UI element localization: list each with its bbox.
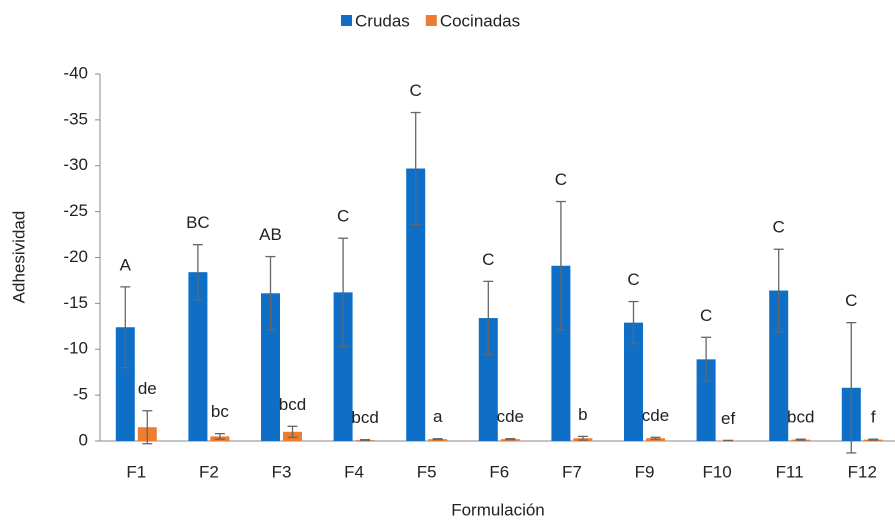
group-letter: bcd [351, 408, 378, 427]
x-tick-label: F10 [702, 462, 731, 481]
x-tick-label: F9 [635, 462, 655, 481]
group-letter: bcd [787, 408, 814, 427]
group-letter: C [773, 218, 785, 237]
legend-swatch [425, 15, 437, 26]
group-letter: AB [259, 225, 282, 244]
x-tick-label: F5 [417, 462, 437, 481]
group-letter: de [138, 379, 157, 398]
bar [406, 168, 426, 441]
x-tick-label: F1 [126, 462, 146, 481]
legend-label: Cocinadas [440, 11, 520, 30]
x-tick-label: F7 [562, 462, 582, 481]
group-letter: A [120, 255, 132, 274]
x-tick-label: F4 [344, 462, 364, 481]
x-tick-label: F3 [272, 462, 292, 481]
y-axis-title: Adhesividad [9, 211, 28, 304]
legend-label: Crudas [355, 11, 410, 30]
bar [769, 290, 789, 441]
group-letter: cde [642, 406, 669, 425]
group-letter: BC [186, 213, 210, 232]
bar [188, 272, 208, 441]
group-letter: C [627, 270, 639, 289]
y-tick-label: -35 [63, 109, 88, 128]
group-letter: C [482, 250, 494, 269]
x-tick-label: F6 [489, 462, 509, 481]
group-letter: C [555, 170, 567, 189]
x-tick-label: F12 [848, 462, 877, 481]
group-letter: a [433, 407, 443, 426]
y-tick-label: -25 [63, 201, 88, 220]
group-letter: bcd [279, 395, 306, 414]
group-letter: f [871, 408, 876, 427]
y-tick-label: -40 [63, 63, 88, 82]
y-tick-label: -20 [63, 247, 88, 266]
bar [624, 322, 643, 441]
bar [115, 327, 135, 441]
group-letter: C [700, 306, 712, 325]
y-tick-label: -10 [63, 339, 88, 358]
group-letter: bc [211, 402, 229, 421]
y-tick-label: 0 [79, 430, 88, 449]
group-letter: b [578, 405, 587, 424]
y-tick-label: -30 [63, 155, 88, 174]
x-tick-label: F2 [199, 462, 219, 481]
bar [333, 292, 353, 441]
group-letter: C [337, 207, 349, 226]
y-tick-label: -15 [63, 293, 88, 312]
bar [696, 359, 716, 441]
group-letter: ef [721, 409, 735, 428]
y-tick-label: -5 [73, 385, 88, 404]
bar [478, 318, 498, 441]
group-letter: C [845, 291, 857, 310]
bar [551, 265, 571, 441]
group-letter: C [410, 81, 422, 100]
group-letter: cde [497, 407, 524, 426]
legend-swatch [341, 15, 352, 26]
x-tick-label: F11 [776, 462, 804, 481]
x-axis-title: Formulación [451, 500, 545, 519]
